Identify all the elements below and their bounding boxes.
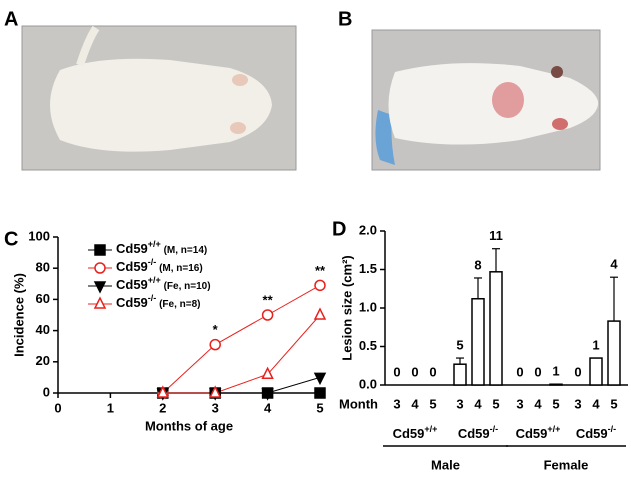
x-tick-label: 3 — [516, 396, 523, 411]
count-label: 1 — [552, 364, 559, 379]
count-label: 0 — [516, 364, 523, 379]
x-tick-label: 3 — [574, 396, 581, 411]
sex-label: Female — [544, 457, 589, 472]
marker — [261, 388, 274, 401]
genotype-label: Cd59+/+ — [393, 424, 438, 441]
x-tick-label: 5 — [552, 396, 559, 411]
marker — [314, 387, 326, 399]
x-tick-label: 5 — [492, 396, 499, 411]
bar — [489, 271, 503, 386]
x-axis-label: Months of age — [145, 418, 233, 433]
y-axis-label: Lesion size (cm²) — [339, 255, 354, 360]
count-label: 0 — [429, 364, 436, 379]
y-tick-label: 20 — [36, 353, 50, 368]
y-tick-label: 100 — [28, 228, 50, 243]
x-tick-label: 4 — [592, 396, 600, 411]
marker — [261, 366, 274, 380]
legend-label: Cd59-/- (M, n=16) — [116, 257, 203, 274]
y-tick-label: 60 — [36, 291, 50, 306]
x-tick-label: 5 — [610, 396, 617, 411]
y-tick-label: 1.0 — [359, 299, 377, 314]
bar — [453, 363, 467, 386]
x-tick-label: 3 — [456, 396, 463, 411]
lesion — [492, 82, 524, 118]
y-tick-label: 0.5 — [359, 338, 377, 353]
count-label: 0 — [411, 364, 418, 379]
x-tick-label: 4 — [474, 396, 482, 411]
count-label: 1 — [592, 337, 599, 352]
y-tick-label: 40 — [36, 322, 50, 337]
series-line — [162, 314, 321, 394]
x-tick-label: 4 — [411, 396, 419, 411]
genotype-label: Cd59-/- — [576, 424, 616, 441]
x-tick-label: 1 — [107, 400, 114, 415]
count-label: 0 — [574, 364, 581, 379]
x-tick-label: 2 — [159, 400, 166, 415]
legend-label: Cd59+/+ (M, n=14) — [116, 239, 207, 256]
photo-b — [371, 29, 601, 171]
series-line — [162, 284, 321, 394]
marker — [313, 372, 327, 386]
marker — [93, 281, 107, 294]
mouse — [50, 58, 272, 152]
panel-label: B — [338, 8, 352, 30]
bar — [471, 298, 485, 386]
significance-mark: * — [213, 322, 219, 337]
glove — [375, 110, 395, 165]
genotype-label: Cd59-/- — [458, 424, 498, 441]
count-label: 5 — [456, 337, 463, 352]
x-tick-label: 4 — [534, 396, 542, 411]
panel-label: C — [4, 228, 18, 250]
panel-label: D — [332, 218, 346, 240]
x-tick-label: 4 — [264, 400, 272, 415]
legend-label: Cd59+/+ (Fe, n=10) — [116, 275, 211, 292]
y-axis-label: Incidence (%) — [11, 273, 26, 357]
significance-mark: ** — [315, 263, 326, 278]
mouse-tail — [76, 25, 100, 67]
photo-border — [21, 25, 297, 171]
y-tick-label: 0.0 — [359, 376, 377, 391]
photo-border — [371, 29, 601, 171]
marker — [94, 244, 106, 256]
significance-mark: ** — [263, 292, 274, 307]
series-line — [162, 376, 321, 394]
marker — [208, 385, 222, 398]
marker — [313, 307, 327, 320]
photo-a — [21, 25, 297, 171]
y-tick-label: 0 — [43, 384, 50, 399]
lesion — [551, 66, 563, 78]
count-label: 0 — [393, 364, 400, 379]
marker — [94, 262, 106, 274]
y-tick-label: 2.0 — [359, 222, 377, 237]
bar — [607, 320, 621, 386]
mouse-ear — [230, 122, 246, 134]
bar — [589, 357, 603, 386]
count-label: 11 — [489, 228, 503, 243]
y-tick-label: 1.5 — [359, 261, 377, 276]
count-label: 4 — [610, 257, 618, 272]
mouse-ear — [232, 74, 248, 86]
x-tick-label: 0 — [54, 400, 61, 415]
count-label: 8 — [474, 257, 481, 272]
marker — [209, 338, 221, 351]
count-label: 0 — [534, 364, 541, 379]
bar — [549, 383, 563, 386]
genotype-label: Cd59+/+ — [516, 424, 561, 441]
marker — [156, 385, 170, 398]
x-axis-label: Month — [339, 396, 378, 411]
marker — [261, 309, 274, 321]
lesion — [552, 118, 568, 130]
marker — [314, 279, 326, 292]
panel-label: A — [4, 8, 18, 30]
sex-label: Male — [431, 457, 460, 472]
marker — [93, 296, 107, 309]
x-tick-label: 5 — [316, 400, 323, 415]
x-tick-label: 3 — [212, 400, 219, 415]
x-tick-label: 3 — [393, 396, 400, 411]
x-tick-label: 5 — [429, 396, 436, 411]
legend-label: Cd59-/- (Fe, n=8) — [116, 293, 200, 310]
y-tick-label: 80 — [36, 260, 50, 275]
